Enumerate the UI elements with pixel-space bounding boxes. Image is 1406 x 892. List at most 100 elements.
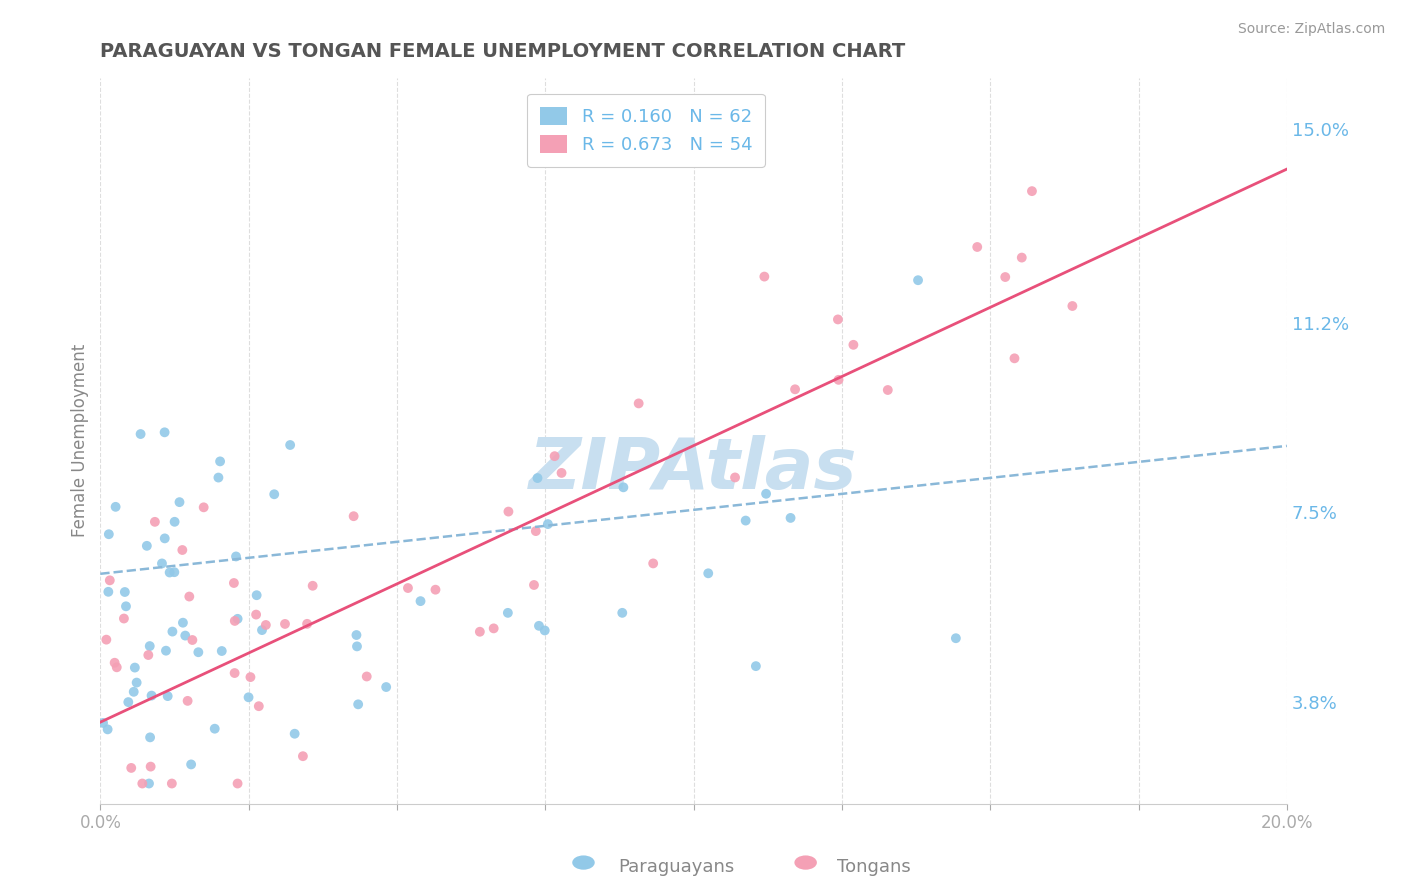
Point	[482, 621, 505, 635]
Point	[225, 549, 247, 564]
Point	[842, 338, 865, 352]
Point	[181, 632, 204, 647]
Point	[115, 599, 138, 614]
Point	[375, 680, 398, 694]
Point	[238, 690, 260, 705]
Point	[193, 500, 215, 515]
Point	[827, 373, 849, 387]
Point	[104, 656, 127, 670]
Point	[755, 487, 778, 501]
Point	[295, 616, 318, 631]
Point	[876, 383, 898, 397]
Point	[263, 487, 285, 501]
Point	[104, 500, 127, 514]
Point	[98, 574, 121, 588]
Point	[224, 666, 246, 681]
Point	[994, 270, 1017, 285]
Point	[125, 675, 148, 690]
Legend: R = 0.160   N = 62, R = 0.673   N = 54: R = 0.160 N = 62, R = 0.673 N = 54	[527, 94, 765, 167]
Point	[174, 629, 197, 643]
Point	[246, 588, 269, 602]
Point	[643, 557, 665, 571]
Point	[907, 273, 929, 287]
Point	[783, 382, 806, 396]
Point	[945, 631, 967, 645]
Point	[129, 427, 152, 442]
Point	[153, 425, 176, 440]
Point	[496, 606, 519, 620]
Point	[612, 606, 634, 620]
Point	[612, 480, 634, 494]
Point	[425, 582, 447, 597]
Point	[627, 396, 650, 410]
Point	[163, 565, 186, 579]
Point	[827, 312, 849, 326]
Text: Source: ZipAtlas.com: Source: ZipAtlas.com	[1237, 22, 1385, 37]
Point	[136, 648, 159, 662]
Point	[105, 660, 128, 674]
Point	[150, 557, 173, 571]
Point	[211, 644, 233, 658]
Point	[162, 624, 184, 639]
Point	[779, 511, 801, 525]
Point	[139, 639, 162, 653]
Point	[139, 759, 162, 773]
Point	[409, 594, 432, 608]
Point	[301, 579, 323, 593]
Point	[724, 470, 747, 484]
Point	[207, 470, 229, 484]
Point	[1004, 351, 1026, 366]
Point	[526, 471, 548, 485]
Point	[966, 240, 988, 254]
Point	[169, 495, 191, 509]
Point	[138, 776, 160, 790]
Point	[139, 731, 162, 745]
Point	[1021, 184, 1043, 198]
Point	[131, 776, 153, 790]
Point	[163, 515, 186, 529]
Point	[91, 715, 114, 730]
Point	[187, 645, 209, 659]
Point	[697, 566, 720, 581]
Point	[143, 515, 166, 529]
Point	[527, 619, 550, 633]
Point	[247, 699, 270, 714]
Point	[245, 607, 267, 622]
Point	[250, 623, 273, 637]
Point	[533, 624, 555, 638]
Text: Paraguayans: Paraguayans	[619, 858, 735, 876]
Point	[179, 590, 201, 604]
Point	[754, 269, 776, 284]
Point	[122, 685, 145, 699]
Point	[278, 438, 301, 452]
Point	[112, 611, 135, 625]
Point	[356, 669, 378, 683]
Point	[343, 509, 366, 524]
Point	[347, 698, 370, 712]
Point	[159, 566, 181, 580]
Point	[468, 624, 491, 639]
Y-axis label: Female Unemployment: Female Unemployment	[72, 344, 89, 537]
Point	[745, 659, 768, 673]
Text: PARAGUAYAN VS TONGAN FEMALE UNEMPLOYMENT CORRELATION CHART: PARAGUAYAN VS TONGAN FEMALE UNEMPLOYMENT…	[100, 42, 905, 61]
Point	[222, 576, 245, 591]
Point	[156, 689, 179, 703]
Point	[209, 454, 232, 468]
Point	[274, 616, 297, 631]
Point	[550, 466, 572, 480]
Point	[396, 581, 419, 595]
Point	[346, 628, 368, 642]
Point	[160, 776, 183, 790]
Point	[226, 612, 249, 626]
Point	[172, 615, 194, 630]
Point	[97, 527, 120, 541]
Point	[172, 543, 194, 558]
Text: ZIPAtlas: ZIPAtlas	[529, 435, 858, 504]
Point	[224, 614, 246, 628]
Point	[180, 757, 202, 772]
Point	[124, 660, 146, 674]
Point	[135, 539, 157, 553]
Point	[291, 749, 314, 764]
Point	[204, 722, 226, 736]
Point	[97, 584, 120, 599]
